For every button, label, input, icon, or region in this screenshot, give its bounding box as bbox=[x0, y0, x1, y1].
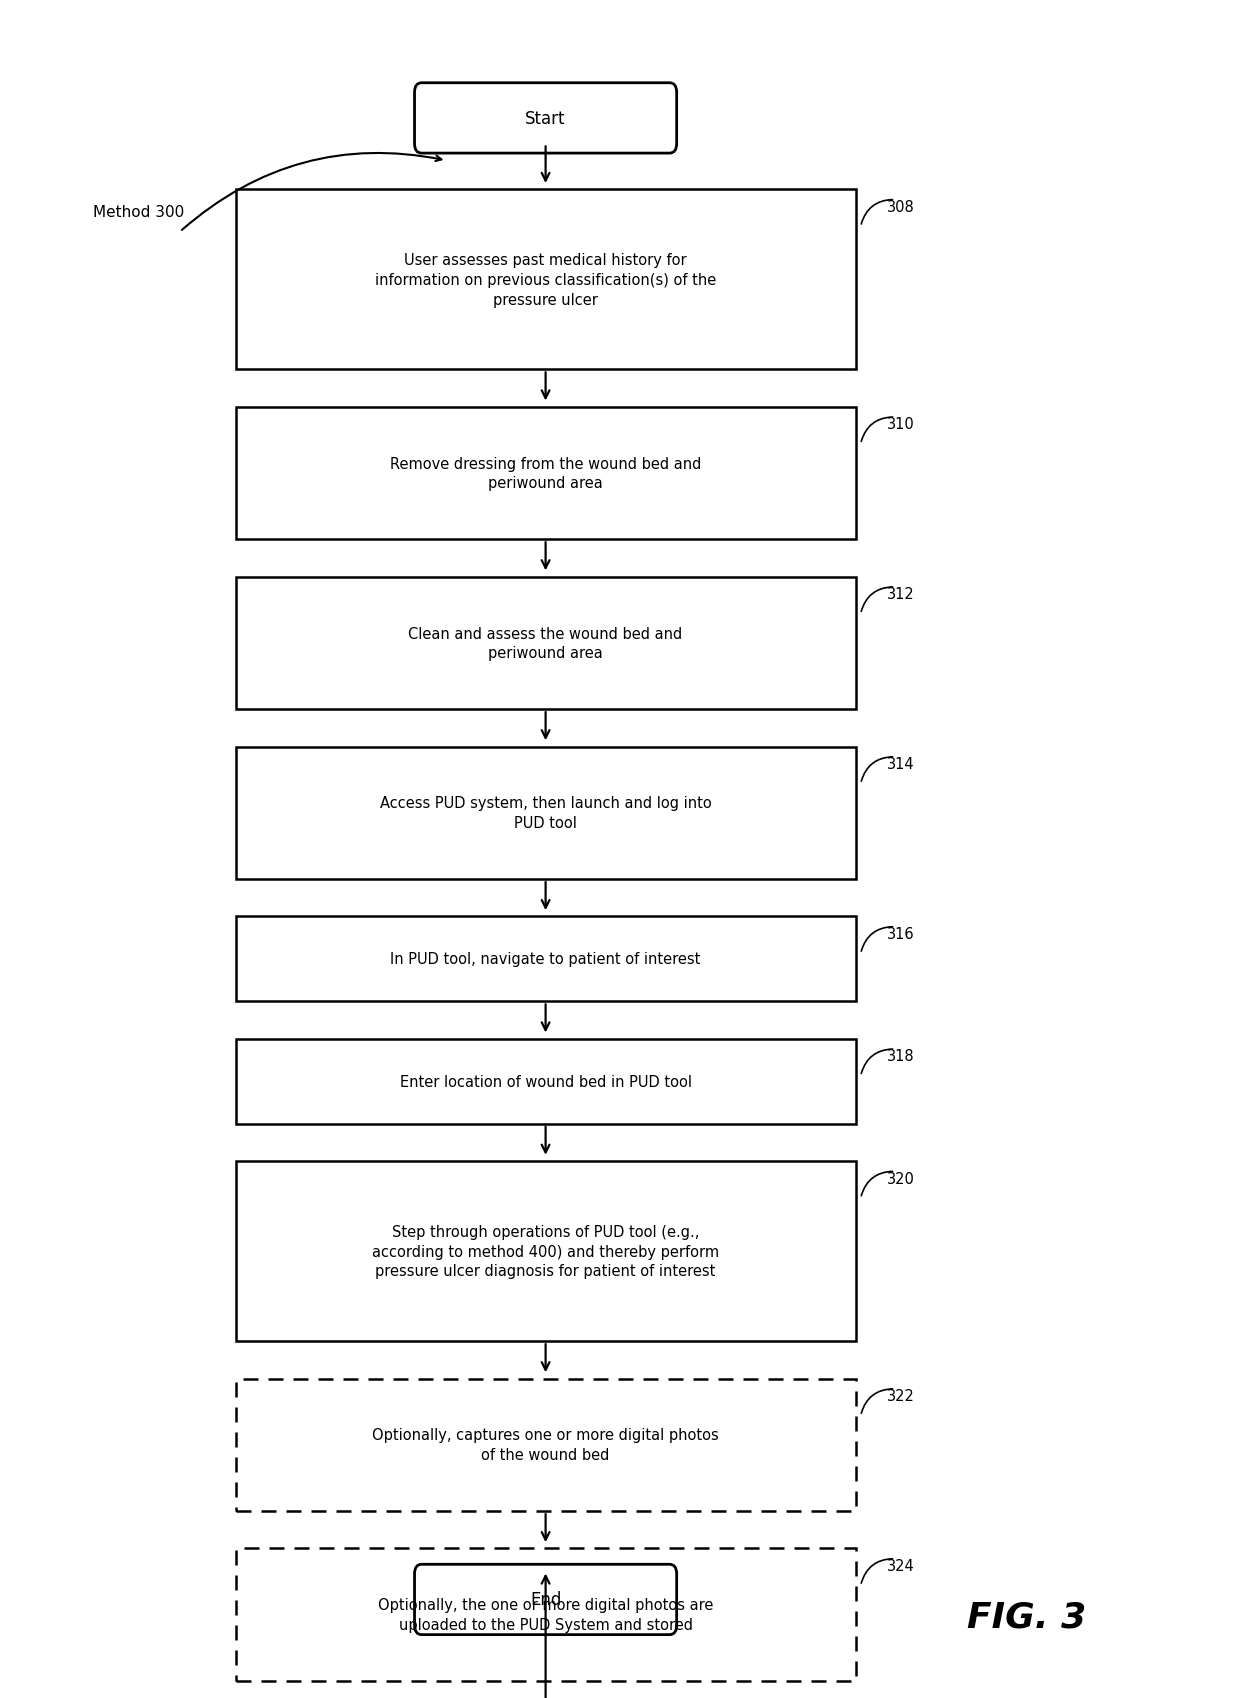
Bar bbox=[236, 1549, 856, 1681]
Text: Step through operations of PUD tool (e.g.,
according to method 400) and thereby : Step through operations of PUD tool (e.g… bbox=[372, 1224, 719, 1279]
Text: 312: 312 bbox=[887, 588, 914, 601]
Text: 316: 316 bbox=[887, 927, 914, 941]
Text: User assesses past medical history for
information on previous classification(s): User assesses past medical history for i… bbox=[374, 253, 717, 307]
Text: FIG. 3: FIG. 3 bbox=[967, 1600, 1086, 1633]
FancyBboxPatch shape bbox=[414, 1564, 677, 1635]
Bar bbox=[236, 1379, 856, 1511]
Text: Clean and assess the wound bed and
periwound area: Clean and assess the wound bed and periw… bbox=[408, 627, 683, 661]
Text: 310: 310 bbox=[887, 418, 914, 431]
Text: 324: 324 bbox=[887, 1559, 914, 1572]
Bar bbox=[236, 747, 856, 880]
Bar bbox=[236, 577, 856, 710]
Text: In PUD tool, navigate to patient of interest: In PUD tool, navigate to patient of inte… bbox=[391, 953, 701, 966]
Text: 318: 318 bbox=[887, 1049, 914, 1063]
Text: 308: 308 bbox=[887, 200, 914, 214]
Text: Optionally, captures one or more digital photos
of the wound bed: Optionally, captures one or more digital… bbox=[372, 1428, 719, 1462]
Text: Method 300: Method 300 bbox=[93, 205, 185, 219]
Text: Enter location of wound bed in PUD tool: Enter location of wound bed in PUD tool bbox=[399, 1075, 692, 1088]
Bar bbox=[236, 1161, 856, 1341]
Bar bbox=[236, 408, 856, 540]
Text: Remove dressing from the wound bed and
periwound area: Remove dressing from the wound bed and p… bbox=[389, 457, 702, 491]
Bar bbox=[236, 917, 856, 1002]
Text: 314: 314 bbox=[887, 757, 914, 771]
Text: 322: 322 bbox=[887, 1389, 914, 1403]
Text: Start: Start bbox=[526, 110, 565, 127]
Bar bbox=[236, 190, 856, 370]
Text: 320: 320 bbox=[887, 1172, 914, 1185]
Bar bbox=[236, 1039, 856, 1124]
Text: Access PUD system, then launch and log into
PUD tool: Access PUD system, then launch and log i… bbox=[379, 796, 712, 830]
FancyBboxPatch shape bbox=[414, 83, 677, 155]
Text: End: End bbox=[529, 1591, 562, 1608]
Text: Optionally, the one or more digital photos are
uploaded to the PUD System and st: Optionally, the one or more digital phot… bbox=[378, 1598, 713, 1632]
